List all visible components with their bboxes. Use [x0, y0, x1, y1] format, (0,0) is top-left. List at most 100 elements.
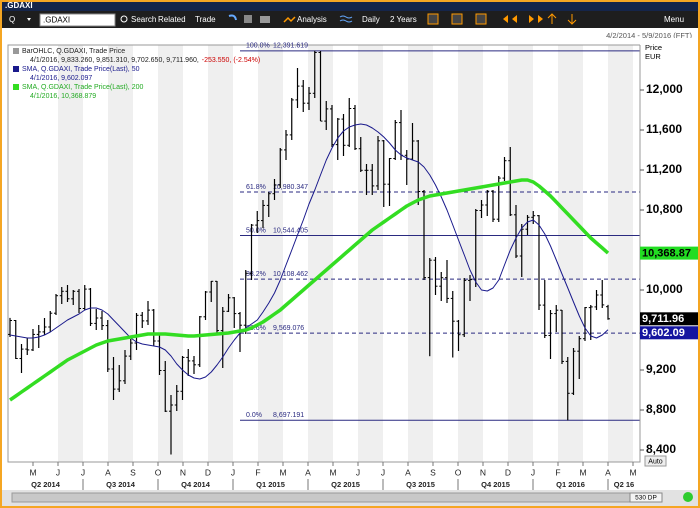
month-label: M [279, 467, 286, 477]
month-label: N [480, 467, 486, 477]
tool-icon[interactable] [427, 13, 439, 25]
quarter-label: Q1 2015 [256, 480, 285, 489]
month-label: M [29, 467, 36, 477]
date-range: 4/2/2014 - 5/9/2016 (FFT) [606, 31, 692, 40]
month-label: A [305, 467, 311, 477]
quarter-label: Q3 2015 [406, 480, 435, 489]
related-menu[interactable]: Related [158, 15, 186, 24]
price-axis-title: Price [645, 43, 662, 52]
auto-label[interactable]: Auto [648, 458, 663, 465]
scrollbar[interactable] [11, 492, 663, 503]
month-label: A [605, 467, 611, 477]
fib-value: 12,391.619 [273, 43, 308, 50]
q-dropdown[interactable]: Q [9, 15, 15, 24]
quarter-label: Q4 2015 [481, 480, 510, 489]
month-band [108, 45, 133, 462]
quarter-label: Q2 2014 [31, 480, 61, 489]
month-band [58, 45, 83, 462]
quarter-label: Q2 2015 [331, 480, 360, 489]
month-label: J [531, 467, 535, 477]
fib-value: 8,697.191 [273, 412, 304, 419]
fib-value: 10,544.405 [273, 227, 308, 234]
month-band [208, 45, 233, 462]
month-label: M [579, 467, 586, 477]
tool-icon[interactable] [475, 13, 487, 25]
interval-menu[interactable]: Daily [362, 15, 380, 24]
legend-swatch [13, 66, 19, 72]
month-band [458, 45, 483, 462]
trade-menu[interactable]: Trade [195, 15, 216, 24]
month-band [508, 45, 533, 462]
tool-icon[interactable] [451, 13, 463, 25]
month-label: A [405, 467, 411, 477]
scroll-right-icon[interactable] [529, 15, 543, 23]
fib-ratio: 100.0% [246, 43, 270, 50]
dropdown-arrow [27, 18, 31, 21]
month-label: F [255, 467, 260, 477]
folder-icon[interactable] [260, 16, 270, 23]
price-axis-unit: EUR [645, 52, 661, 61]
quarter-label: Q4 2014 [181, 480, 211, 489]
analysis-icon [283, 16, 296, 23]
month-label: O [455, 467, 462, 477]
analysis-menu[interactable]: Analysis [297, 15, 327, 24]
symbol-tab[interactable]: .GDAXI [5, 1, 33, 10]
quarter-label: Q1 2016 [556, 480, 585, 489]
undo-icon[interactable] [228, 14, 237, 21]
month-label: F [555, 467, 560, 477]
y-tick-label: 8,400 [646, 442, 676, 456]
search-icon [120, 15, 128, 23]
last-value-box [640, 326, 700, 340]
last-value-box [640, 312, 700, 326]
month-band [358, 45, 383, 462]
y-tick-label: 8,800 [646, 402, 676, 416]
fib-ratio: 38.2% [246, 271, 266, 278]
search-button[interactable]: Search [131, 15, 156, 24]
legend-swatch [13, 48, 19, 54]
y-tick-label: 10,000 [646, 282, 683, 296]
month-band [408, 45, 433, 462]
month-label: J [56, 467, 60, 477]
symbol-input[interactable]: .GDAXI [43, 16, 70, 25]
month-label: J [356, 467, 360, 477]
data-points-box[interactable] [629, 492, 663, 503]
layout-icon[interactable] [244, 15, 252, 23]
fib-ratio: 61.8% [246, 184, 266, 191]
legend-detail: 4/1/2016, 9,602.097 [30, 75, 92, 82]
month-band [608, 45, 633, 462]
fib-ratio: 0.0% [246, 412, 262, 419]
last-value-label: 10,368.87 [642, 248, 691, 260]
scroll-left-icon[interactable] [503, 15, 517, 23]
y-tick-label: 9,200 [646, 362, 676, 376]
overlay-icon[interactable] [339, 15, 353, 23]
menu-button[interactable]: Menu [664, 15, 684, 24]
legend-name: SMA, Q.GDAXI, Trade Price(Last), 50 [22, 66, 140, 73]
legend-change: -253.550, (-2.54%) [202, 57, 260, 64]
fib-ratio: 23.6% [246, 325, 266, 332]
sma-line [9, 178, 610, 402]
fib-value: 9,569.076 [273, 325, 304, 332]
month-band [158, 45, 183, 462]
month-label: D [205, 467, 211, 477]
auto-button[interactable] [644, 455, 667, 467]
legend-detail: 4/1/2016, 10,368.879 [30, 93, 96, 100]
month-label: M [629, 467, 636, 477]
month-label: M [329, 467, 336, 477]
month-label: A [105, 467, 111, 477]
quarter-label: Q2 16 [614, 480, 634, 489]
legend-detail: 4/1/2016, 9,833.260, 9,851.310, 9,702.65… [30, 57, 199, 64]
symbol-input-box[interactable] [39, 13, 116, 27]
range-menu[interactable]: 2 Years [390, 15, 417, 24]
last-value-label: 9,602.09 [642, 327, 685, 339]
zoom-icon[interactable] [547, 13, 557, 24]
fib-value: 10,108.462 [273, 271, 308, 278]
month-label: J [81, 467, 85, 477]
zoom-icon[interactable] [567, 14, 577, 25]
month-label: J [231, 467, 235, 477]
month-label: D [505, 467, 511, 477]
toolbar [0, 11, 700, 28]
month-label: O [155, 467, 162, 477]
